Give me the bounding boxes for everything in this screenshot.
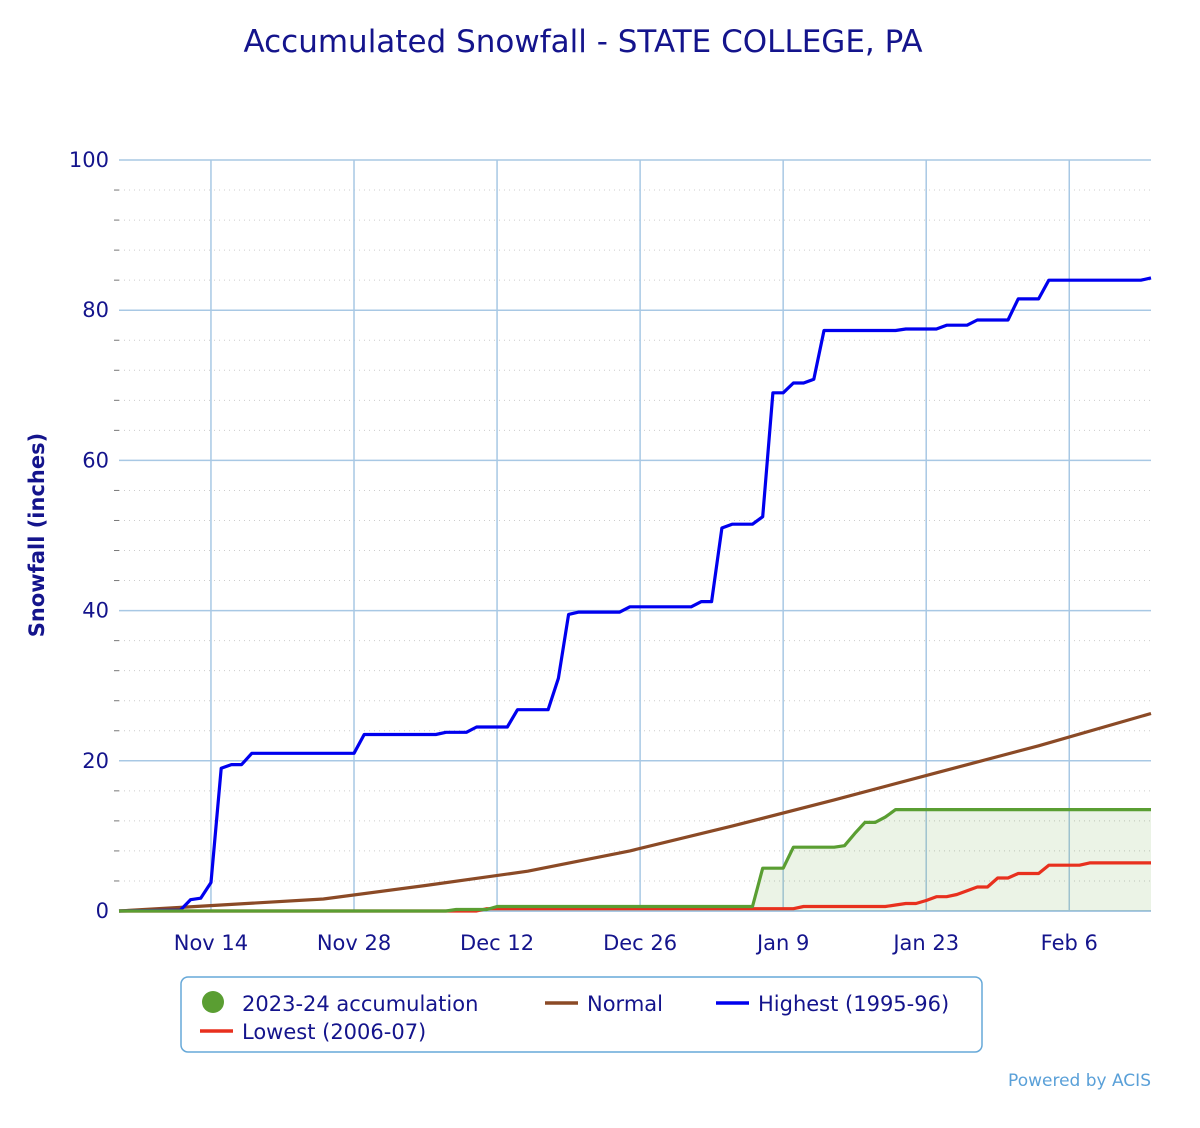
x-tick-label: Nov 28 <box>317 931 391 955</box>
series-line-normal[interactable] <box>118 711 1152 913</box>
powered-by-credit[interactable]: Powered by ACIS <box>1008 1071 1151 1091</box>
legend: 2023-24 accumulation Normal Highest (1995-… <box>180 976 983 1053</box>
chart-title: Accumulated Snowfall - STATE COLLEGE, PA <box>243 24 922 60</box>
legend-marker-2023-24-accumulation <box>202 991 224 1013</box>
minor-gridlines <box>114 189 1151 882</box>
series-line-lowest-2006-07[interactable] <box>119 861 1151 913</box>
x-tick-label: Dec 12 <box>460 931 534 955</box>
y-tick-label: 100 <box>69 148 109 172</box>
y-tick-label: 20 <box>82 749 109 773</box>
y-tick-label: 60 <box>82 448 109 472</box>
y-axis-ticks: 0 20 40 60 80 100 <box>69 148 109 923</box>
y-tick-label: 40 <box>82 599 109 623</box>
x-tick-label: Jan 23 <box>891 931 959 955</box>
x-tick-label: Feb 6 <box>1041 931 1098 955</box>
series-line-2023-24-accumulation[interactable] <box>119 808 1151 913</box>
legend-label-highest-1995-96[interactable]: Highest (1995-96) <box>758 992 949 1016</box>
series-line-highest-1995-96[interactable] <box>118 276 1152 913</box>
series-layer <box>118 276 1152 913</box>
y-axis-label: Snowfall (inches) <box>25 433 49 637</box>
x-axis-ticks: Nov 14 Nov 28 Dec 12 Dec 26 Jan 9 Jan 23 Feb 6 <box>174 931 1098 955</box>
x-tick-label: Nov 14 <box>174 931 248 955</box>
legend-box <box>180 976 983 1053</box>
legend-label-normal[interactable]: Normal <box>587 992 663 1016</box>
legend-label-lowest-2006-07[interactable]: Lowest (2006-07) <box>242 1020 426 1044</box>
legend-label-2023-24-accumulation[interactable]: 2023-24 accumulation <box>242 992 478 1016</box>
y-tick-label: 0 <box>96 899 109 923</box>
x-tick-label: Dec 26 <box>603 931 677 955</box>
major-gridlines <box>119 159 1151 912</box>
y-tick-label: 80 <box>82 298 109 322</box>
x-tick-label: Jan 9 <box>755 931 809 955</box>
series-area-2023-24-accumulation <box>119 809 1151 911</box>
